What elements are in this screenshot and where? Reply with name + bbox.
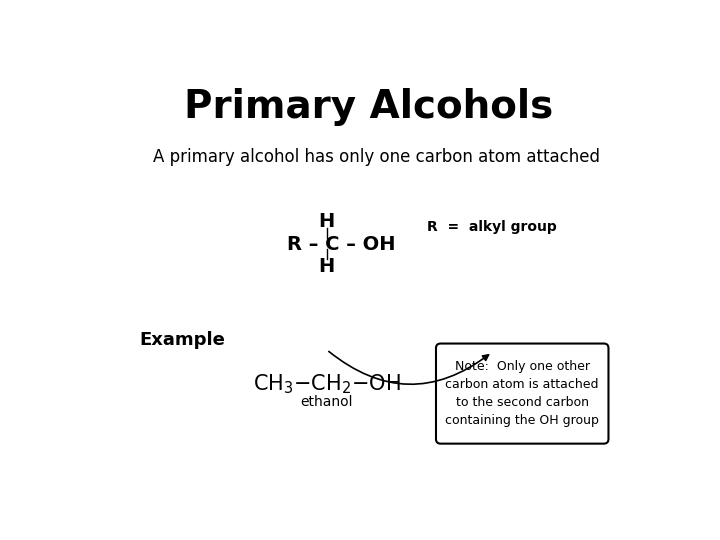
Text: $\mathregular{CH_3{-}CH_2{-}OH}$: $\mathregular{CH_3{-}CH_2{-}OH}$ (253, 373, 400, 396)
Text: Example: Example (140, 332, 225, 349)
Text: H: H (318, 212, 335, 231)
Text: Primary Alcohols: Primary Alcohols (184, 88, 554, 126)
FancyArrowPatch shape (329, 352, 488, 384)
Text: A primary alcohol has only one carbon atom attached: A primary alcohol has only one carbon at… (153, 148, 600, 166)
Text: ethanol: ethanol (300, 395, 353, 409)
FancyBboxPatch shape (436, 343, 608, 444)
Text: Note:  Only one other
carbon atom is attached
to the second carbon
containing th: Note: Only one other carbon atom is atta… (445, 360, 599, 427)
Text: R  =  alkyl group: R = alkyl group (427, 219, 557, 233)
Text: H: H (318, 257, 335, 276)
Text: R – C – OH: R – C – OH (287, 235, 395, 254)
